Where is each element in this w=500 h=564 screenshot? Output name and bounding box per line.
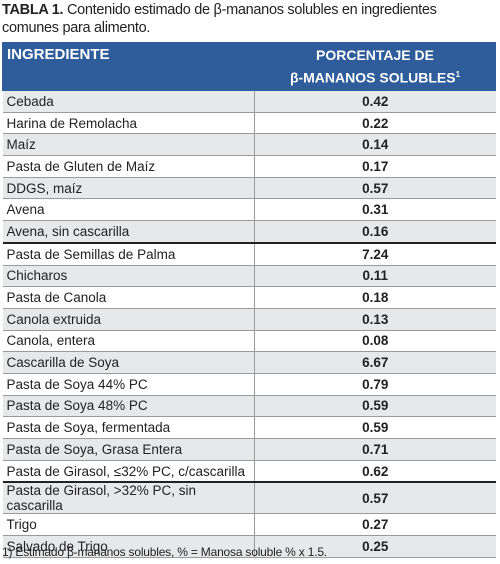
ingredient-cell: Canola, entera — [2, 329, 255, 353]
ingredient-cell: Pasta de Soya, fermentada — [2, 416, 255, 439]
table-row: Avena, sin cascarilla 0.16 — [2, 220, 496, 244]
percent-cell: 0.11 — [254, 264, 496, 288]
percent-cell: 0.79 — [254, 372, 496, 396]
ingredient-cell: Pasta de Girasol, ≤32% PC, c/cascarilla — [2, 459, 255, 484]
table-body: Cebada 0.42 Harina de Remolacha 0.22 Maíz 0.1… — [2, 90, 496, 558]
ingredient-cell: Pasta de Soya 44% PC — [2, 372, 255, 396]
percent-cell: 0.08 — [254, 329, 496, 353]
percent-cell: 0.59 — [254, 394, 496, 418]
table-row: Pasta de Soya, Grasa Entera 0.71 — [2, 438, 496, 461]
percent-cell: 0.62 — [254, 459, 496, 484]
ingredient-cell: DDGS, maíz — [2, 176, 255, 200]
table-row: Cebada 0.42 — [2, 90, 496, 113]
percent-cell: 0.27 — [254, 513, 496, 537]
table-row: Pasta de Semillas de Palma 7.24 — [2, 242, 496, 266]
ingredient-cell: Chicharos — [2, 264, 255, 288]
table-row: Pasta de Canola 0.18 — [2, 286, 496, 309]
header-ingredient: INGREDIENTE — [2, 42, 255, 91]
ingredient-cell: Pasta de Soya, Grasa Entera — [2, 438, 255, 461]
ingredient-cell: Cascarilla de Soya — [2, 351, 255, 374]
percent-cell: 0.42 — [254, 90, 496, 113]
percent-cell: 0.13 — [254, 307, 496, 331]
table-row: Harina de Remolacha 0.22 — [2, 111, 496, 135]
percent-cell: 0.57 — [254, 481, 496, 515]
table-row: Pasta de Girasol, ≤32% PC, c/cascarilla 0… — [2, 459, 496, 484]
table-row: Trigo 0.27 — [2, 513, 496, 537]
table-row: Salvado de Trigo 0.25 — [2, 535, 496, 558]
table-row: Canola, entera 0.08 — [2, 329, 496, 353]
table-row: Avena 0.31 — [2, 198, 496, 222]
percent-cell: 0.71 — [254, 438, 496, 461]
table-row: Pasta de Girasol, >32% PC, sin cascarill… — [2, 481, 496, 515]
ingredient-cell: Pasta de Canola — [2, 286, 255, 309]
table-row: Maíz 0.14 — [2, 133, 496, 157]
percent-cell: 0.17 — [254, 155, 496, 178]
footnote-marker: 1 — [455, 70, 461, 79]
header-percent: PORCENTAJE DE β-MANANOS SOLUBLES1 — [254, 42, 496, 91]
title-label: TABLA 1. — [2, 2, 64, 18]
ingredient-cell: Pasta de Gluten de Maíz — [2, 155, 255, 178]
ingredient-cell: Maíz — [2, 133, 255, 157]
ingredient-cell: Salvado de Trigo — [2, 535, 255, 558]
percent-cell: 0.14 — [254, 133, 496, 157]
percent-cell: 7.24 — [254, 242, 496, 266]
percent-cell: 0.57 — [254, 176, 496, 200]
table-title: TABLA 1. Contenido estimado de β-mananos… — [2, 1, 496, 37]
ingredient-cell: Pasta de Semillas de Palma — [2, 242, 255, 266]
ingredient-cell: Avena — [2, 198, 255, 222]
table-row: Pasta de Soya 48% PC 0.59 — [2, 394, 496, 418]
data-table: INGREDIENTE PORCENTAJE DE β-MANANOS SOLUB… — [2, 42, 496, 558]
ingredient-cell: Trigo — [2, 513, 255, 537]
header-line: PORCENTAJE DE — [316, 47, 434, 63]
ingredient-cell: Canola extruida — [2, 307, 255, 331]
table-row: Pasta de Soya, fermentada 0.59 — [2, 416, 496, 439]
table-row: Pasta de Soya 44% PC 0.79 — [2, 372, 496, 396]
percent-cell: 0.59 — [254, 416, 496, 439]
ingredient-cell: Pasta de Girasol, >32% PC, sin cascarill… — [2, 481, 255, 515]
table-row: Pasta de Gluten de Maíz 0.17 — [2, 155, 496, 178]
percent-cell: 0.18 — [254, 286, 496, 309]
title-text: Contenido estimado de β-mananos solubles… — [2, 2, 437, 36]
ingredient-cell: Avena, sin cascarilla — [2, 220, 255, 244]
table-row: Canola extruida 0.13 — [2, 307, 496, 331]
percent-cell: 6.67 — [254, 351, 496, 374]
footnote: 1) Estimado β-mananos solubles, % = Mano… — [2, 545, 327, 559]
table-row: Chicharos 0.11 — [2, 264, 496, 288]
ingredient-cell: Pasta de Soya 48% PC — [2, 394, 255, 418]
ingredient-cell: Cebada — [2, 90, 255, 113]
table-row: Cascarilla de Soya 6.67 — [2, 351, 496, 374]
percent-cell: 0.16 — [254, 220, 496, 244]
percent-cell: 0.31 — [254, 198, 496, 222]
percent-cell: 0.22 — [254, 111, 496, 135]
percent-cell: 0.25 — [254, 535, 496, 558]
table-row: DDGS, maíz 0.57 — [2, 176, 496, 200]
ingredient-cell: Harina de Remolacha — [2, 111, 255, 135]
header-line: β-MANANOS SOLUBLES — [289, 69, 456, 86]
header-row: INGREDIENTE PORCENTAJE DE β-MANANOS SOLUB… — [2, 42, 496, 91]
